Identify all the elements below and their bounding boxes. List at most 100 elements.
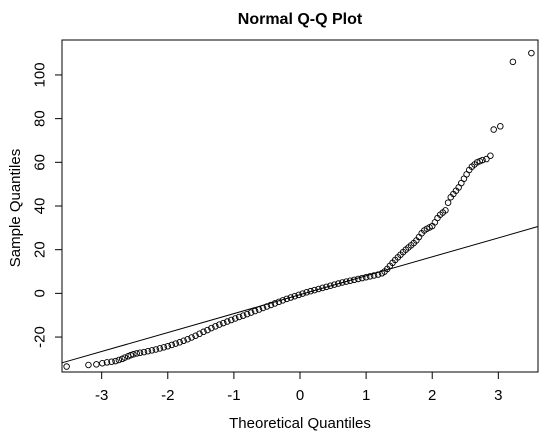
sample-point <box>220 319 227 327</box>
y-axis-label: Sample Quantiles <box>7 149 24 267</box>
sample-point <box>497 123 504 130</box>
sample-point <box>204 326 211 334</box>
sample-point <box>271 300 279 307</box>
y-axis-ticks: -20 0 20 40 60 80 100 <box>32 62 62 348</box>
sample-point <box>303 289 310 296</box>
sample-point <box>490 126 497 133</box>
sample-point <box>152 346 160 353</box>
sample-point <box>216 321 223 328</box>
sample-point <box>487 152 494 160</box>
sample-point <box>115 356 123 364</box>
sample-point <box>99 360 106 367</box>
sample-point <box>212 323 219 330</box>
sample-point <box>108 358 115 365</box>
x-tick-label: 0 <box>296 387 304 404</box>
y-tick-label: 100 <box>32 62 49 87</box>
sample-point <box>63 363 70 370</box>
x-tick-label: -3 <box>95 387 108 404</box>
sample-point <box>442 207 449 214</box>
sample-point <box>319 284 326 292</box>
sample-point <box>358 274 366 282</box>
sample-point <box>168 341 175 349</box>
sample-point <box>251 307 259 315</box>
sample-point <box>327 282 334 289</box>
sample-point <box>335 280 342 287</box>
sample-point <box>283 295 291 303</box>
x-tick-label: 1 <box>362 387 370 404</box>
sample-point <box>343 278 350 285</box>
sample-point <box>224 318 231 325</box>
x-tick-label: -1 <box>227 387 240 404</box>
y-tick-label: 40 <box>32 198 49 215</box>
x-tick-label: 2 <box>428 387 436 404</box>
sample-point <box>188 334 195 341</box>
sample-point <box>287 294 294 301</box>
sample-point <box>339 279 346 286</box>
sample-point <box>311 286 318 294</box>
y-tick-label: 0 <box>32 289 49 297</box>
y-tick-label: 60 <box>32 154 49 171</box>
sample-point <box>239 312 247 319</box>
sample-point <box>275 298 283 306</box>
sample-point <box>444 199 452 206</box>
y-tick-label: 80 <box>32 110 49 127</box>
sample-point <box>136 349 144 357</box>
sample-point <box>164 342 172 350</box>
sample-point <box>267 301 275 309</box>
sample-point <box>85 361 92 369</box>
sample-point <box>509 58 517 66</box>
sample-point <box>156 345 164 352</box>
sample-point <box>192 332 199 339</box>
sample-point <box>103 359 111 366</box>
sample-point <box>331 281 338 288</box>
sample-point <box>148 347 156 354</box>
sample-point <box>127 351 135 359</box>
y-tick-label: 20 <box>32 241 49 258</box>
sample-point <box>362 273 370 281</box>
sample-point <box>479 156 486 164</box>
sample-point <box>133 350 140 357</box>
sample-point <box>130 351 137 358</box>
y-tick-label: -20 <box>32 326 49 348</box>
sample-point <box>291 292 298 300</box>
chart-title: Normal Q-Q Plot <box>238 11 363 28</box>
sample-point <box>121 354 129 361</box>
x-axis-label: Theoretical Quantiles <box>229 415 371 432</box>
sample-point <box>295 291 302 299</box>
x-tick-label: -2 <box>161 387 174 404</box>
plot-frame <box>61 39 539 373</box>
sample-point <box>184 335 191 343</box>
sample-point <box>263 303 271 310</box>
sample-point <box>255 306 263 313</box>
sample-point <box>144 348 152 355</box>
sample-point <box>315 285 322 293</box>
sample-point <box>176 339 183 346</box>
sample-point <box>243 310 251 318</box>
x-axis-ticks: -3 -2 -1 0 1 2 3 <box>95 372 503 404</box>
sample-point <box>350 276 358 284</box>
sample-point <box>200 328 207 336</box>
x-tick-label: 3 <box>494 387 502 404</box>
sample-point <box>307 287 314 295</box>
sample-point <box>366 273 374 280</box>
sample-point <box>299 290 306 297</box>
sample-point <box>346 277 354 284</box>
sample-point <box>180 337 187 345</box>
sample-point <box>112 357 119 365</box>
sample-point <box>93 361 100 368</box>
sample-point <box>259 304 267 312</box>
sample-point <box>227 316 235 324</box>
sample-point <box>140 348 148 356</box>
sample-points <box>63 49 535 370</box>
sample-point <box>160 344 168 351</box>
sample-point <box>374 271 382 278</box>
sample-point <box>235 313 243 321</box>
sample-point <box>323 283 330 291</box>
sample-point <box>208 324 215 332</box>
sample-point <box>279 297 287 304</box>
sample-point <box>231 315 239 322</box>
sample-point <box>172 340 179 347</box>
sample-point <box>528 49 535 57</box>
sample-point <box>196 330 203 338</box>
